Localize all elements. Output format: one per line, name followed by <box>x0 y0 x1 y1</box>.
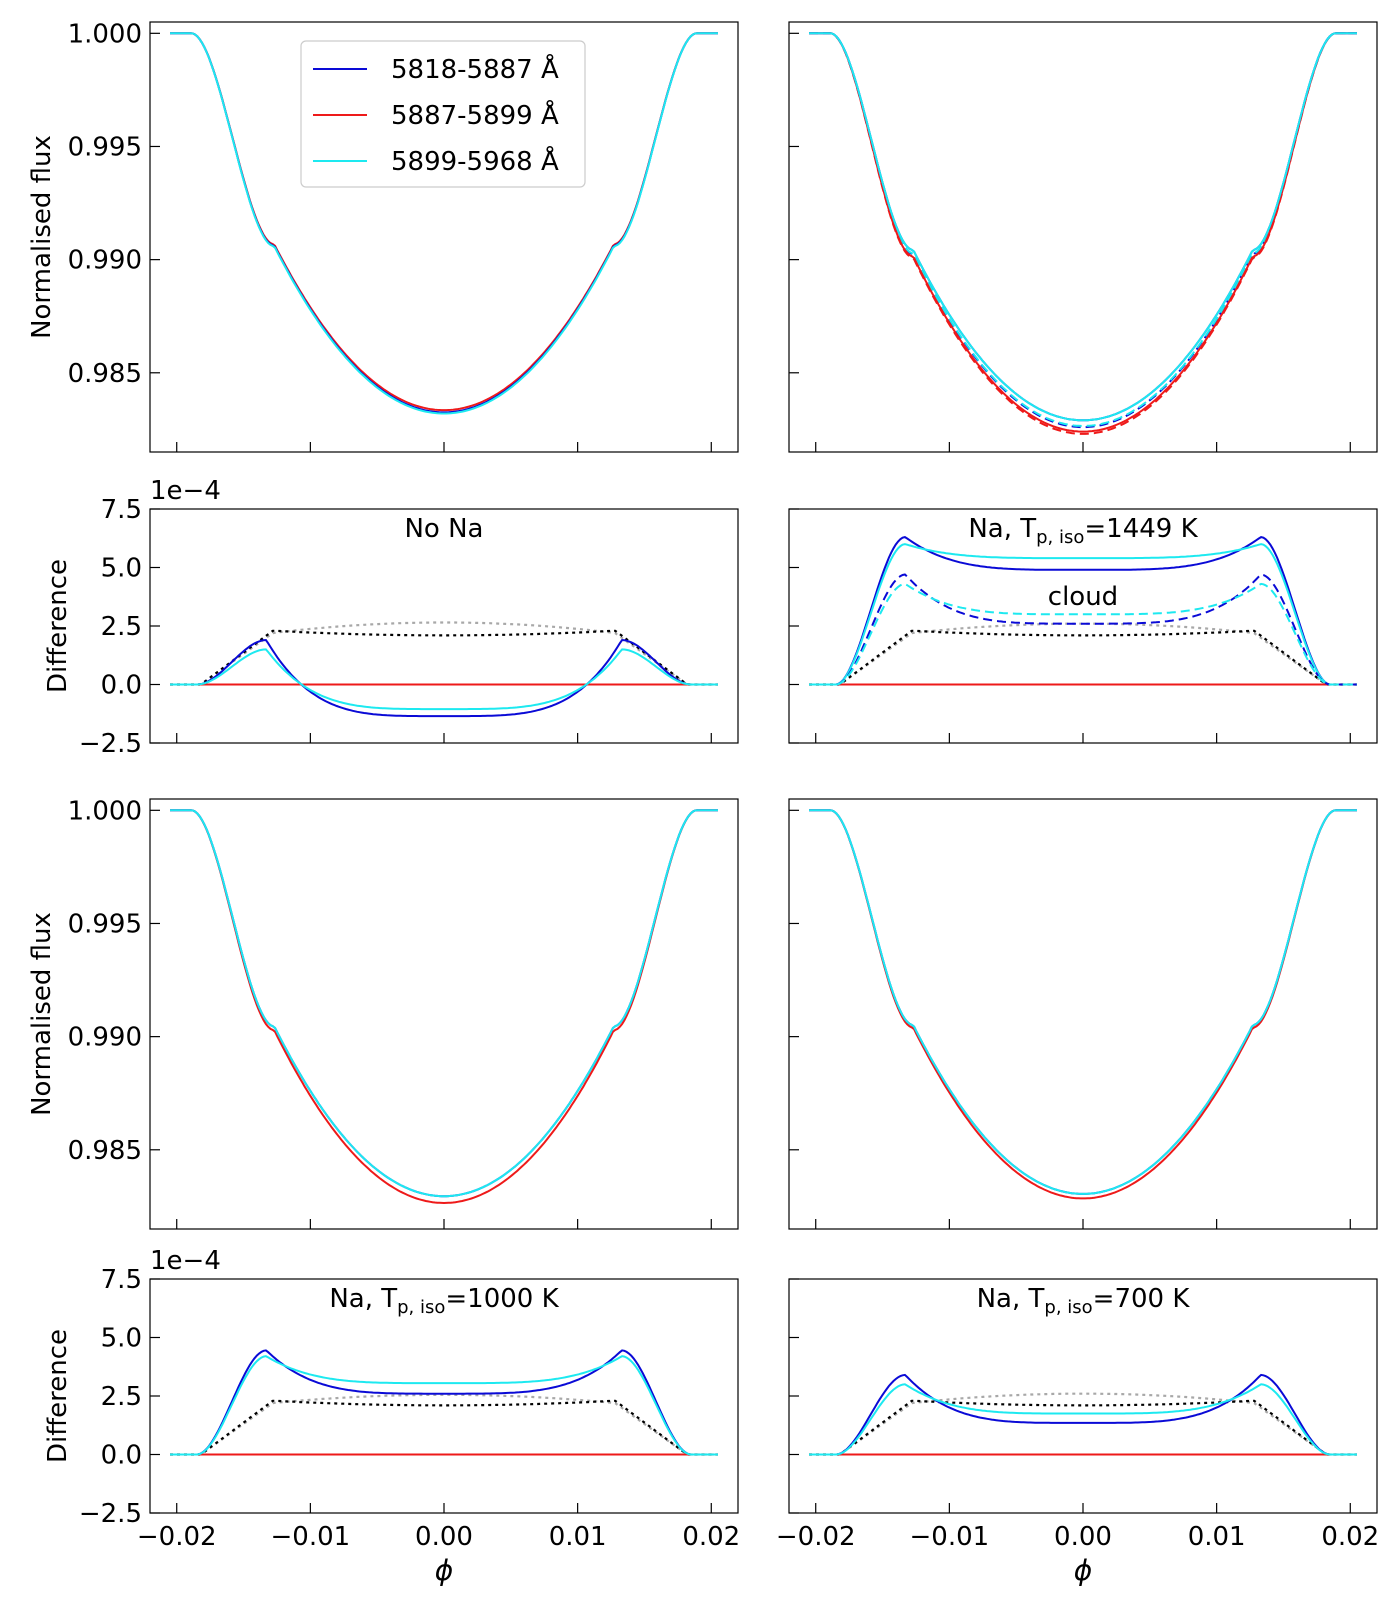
y-tick-label: 0.990 <box>68 246 142 276</box>
y-tick-label: 5.0 <box>101 1324 142 1354</box>
flux-curve-dashed-1 <box>809 32 1357 435</box>
y-tick-label: 0.990 <box>68 1023 142 1053</box>
y-tick-label: 0.985 <box>68 1136 142 1166</box>
reference-dotted-grey <box>809 1392 1357 1456</box>
x-tick-label: 0.02 <box>682 1522 740 1552</box>
flux-y-label-bottom: Normalised flux <box>27 912 57 1116</box>
diff-y-label-bottom: Difference <box>43 1329 73 1463</box>
x-tick-label: 0.00 <box>415 1522 473 1552</box>
legend-label-1: 5818-5887 Å <box>391 53 559 85</box>
x-tick-label: −0.02 <box>776 1522 856 1552</box>
flux-curve-1 <box>809 809 1357 1200</box>
x-tick-label: −0.02 <box>137 1522 217 1552</box>
panel-frame-flux-r3-right <box>788 798 1378 1230</box>
flux-curve-dashed-2 <box>809 32 1357 428</box>
panel-5 <box>789 809 1357 1229</box>
y-tick-label: 0.995 <box>68 909 142 939</box>
panel-title-na-1000k: Na, Tp, iso=1000 K <box>329 1284 559 1318</box>
flux-curve-2 <box>170 32 718 415</box>
x-tick-label: −0.01 <box>910 1522 990 1552</box>
flux-curve-2 <box>809 32 1357 422</box>
y-tick-label: 0.985 <box>68 359 142 389</box>
panel-frame-diff-r2-left <box>149 508 739 744</box>
diff-curve-0 <box>809 536 1357 686</box>
flux-curve-1 <box>809 32 1357 433</box>
chart-marks: 1.000 0.995 0.990 0.985 7.5 5.0 2.5 0.0 −2.5 1.00… <box>68 19 1380 1552</box>
reference-dotted-black <box>809 629 1357 686</box>
flux-curve-2 <box>809 809 1357 1195</box>
diff-curve-3 <box>809 573 1357 686</box>
reference-dotted-black <box>809 1399 1357 1456</box>
diff-multiplier-top: 1e−4 <box>150 476 221 506</box>
reference-dotted-black <box>170 1399 718 1456</box>
x-tick-label: 0.00 <box>1054 1522 1112 1552</box>
panel-6: −0.02 −0.01 0.00 0.01 0.02 7.5 5.0 2.5 0.0 −2.5 <box>79 1265 740 1552</box>
diff-curve-2 <box>170 1355 718 1456</box>
legend: 5818-5887 Å 5887-5899 Å 5899-5968 Å <box>300 40 586 188</box>
y-tick-label: 2.5 <box>101 1382 142 1412</box>
y-tick-label: 7.5 <box>101 1265 142 1295</box>
flux-curve-2 <box>170 809 718 1198</box>
y-tick-label: 1.000 <box>68 796 142 826</box>
y-tick-label: 1.000 <box>68 19 142 49</box>
y-tick-label: 0.995 <box>68 132 142 162</box>
panel-frame-flux-r1-right <box>788 21 1378 453</box>
x-tick-label: 0.01 <box>1188 1522 1246 1552</box>
legend-box <box>300 40 586 188</box>
y-tick-label: 7.5 <box>101 495 142 525</box>
diff-curve-4 <box>809 582 1357 686</box>
y-tick-label: 2.5 <box>101 612 142 642</box>
panel-title-no-na: No Na <box>404 514 483 544</box>
x-axis-label-right: ϕ <box>1074 1554 1092 1587</box>
panel-4: 1.000 0.995 0.990 0.985 <box>68 796 718 1229</box>
y-tick-label: 0.0 <box>101 1441 142 1471</box>
annotation-cloud: cloud <box>1048 582 1118 612</box>
diff-curve-2 <box>170 648 718 711</box>
y-tick-label: −2.5 <box>79 1499 142 1529</box>
panel-1 <box>789 32 1357 452</box>
panel-2: 7.5 5.0 2.5 0.0 −2.5 <box>79 495 718 759</box>
legend-label-3: 5899-5968 Å <box>391 145 559 177</box>
legend-label-2: 5887-5899 Å <box>391 99 559 131</box>
reference-dotted-grey <box>170 1393 718 1456</box>
x-tick-label: 0.01 <box>549 1522 607 1552</box>
flux-curve-0 <box>809 32 1357 422</box>
diff-multiplier-bottom: 1e−4 <box>150 1246 221 1276</box>
flux-curve-0 <box>170 809 718 1198</box>
diff-curve-0 <box>170 638 718 718</box>
panel-7: −0.02 −0.01 0.00 0.01 0.02 <box>776 1278 1379 1552</box>
panel-title-na-700k: Na, Tp, iso=700 K <box>977 1284 1191 1318</box>
diff-curve-0 <box>170 1349 718 1456</box>
diff-y-label-top: Difference <box>43 559 73 693</box>
y-tick-label: 5.0 <box>101 554 142 584</box>
panel-0: 1.000 0.995 0.990 0.985 <box>68 19 718 452</box>
reference-dotted-black <box>170 629 718 686</box>
panel-title-na-1449k: Na, Tp, iso=1449 K <box>968 514 1198 548</box>
panel-frame-flux-r3-left <box>149 798 739 1230</box>
x-tick-label: 0.02 <box>1321 1522 1379 1552</box>
diff-curve-2 <box>809 543 1357 686</box>
flux-y-label-top: Normalised flux <box>27 135 57 339</box>
y-tick-label: −2.5 <box>79 729 142 759</box>
flux-curve-1 <box>170 809 718 1205</box>
diff-curve-2 <box>809 1383 1357 1456</box>
reference-dotted-grey <box>809 622 1357 686</box>
flux-curve-0 <box>809 809 1357 1195</box>
x-tick-label: −0.01 <box>271 1522 351 1552</box>
y-tick-label: 0.0 <box>101 671 142 701</box>
x-axis-label-left: ϕ <box>435 1554 453 1587</box>
diff-curve-0 <box>809 1373 1357 1456</box>
panel-3 <box>789 508 1357 744</box>
flux-curve-dashed-0 <box>809 32 1357 429</box>
